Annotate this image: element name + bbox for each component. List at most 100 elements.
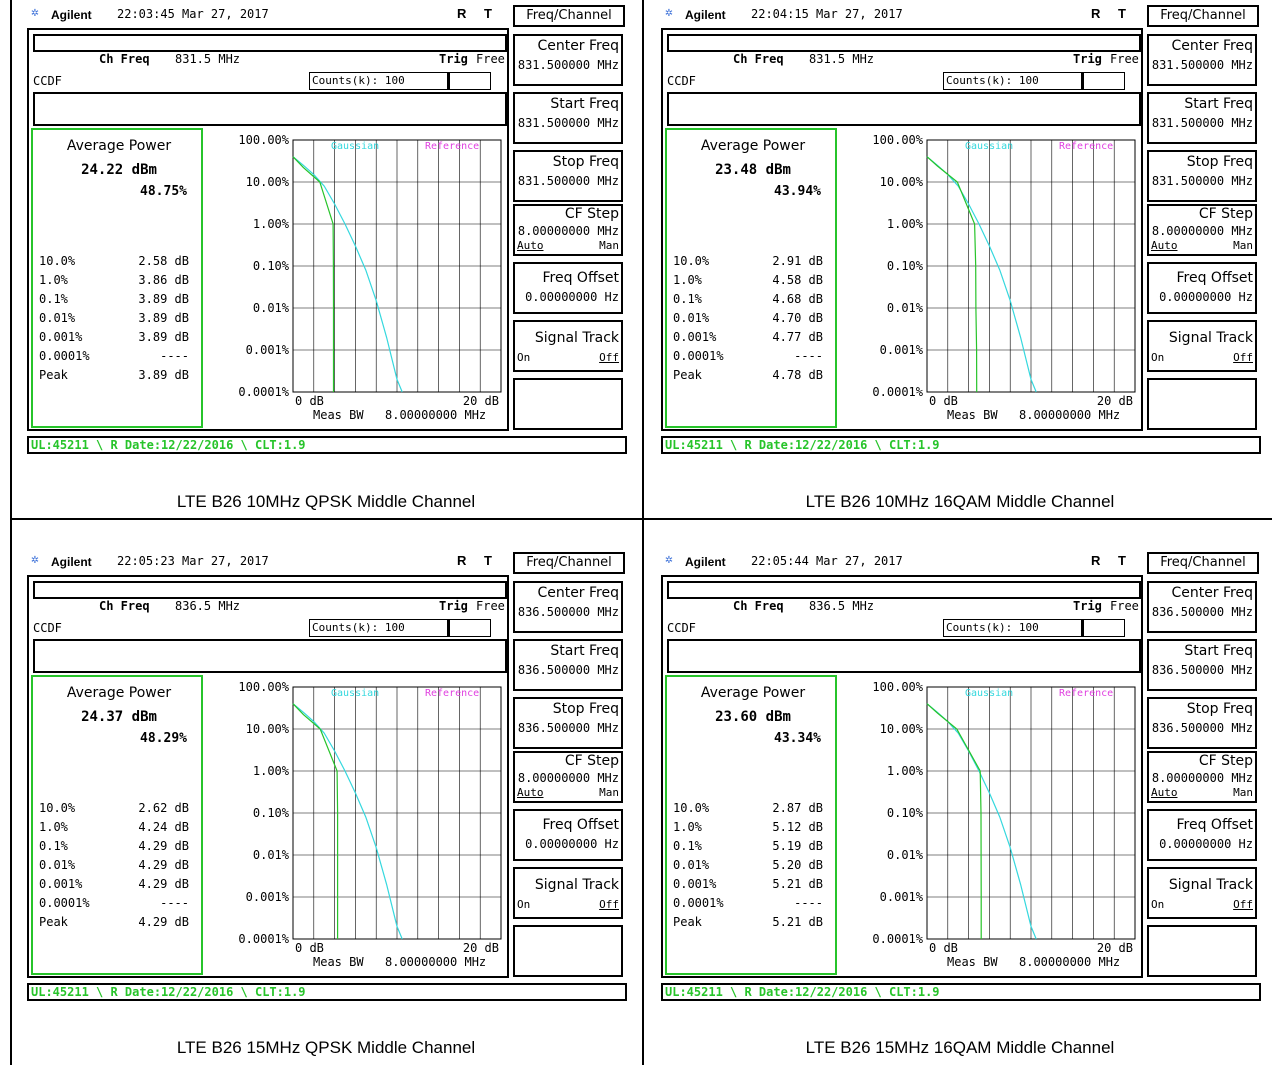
agilent-logo-icon: ✲ [665, 5, 673, 20]
softkey-value: 836.500000 MHz [1151, 605, 1253, 619]
signal-track-softkey[interactable]: Signal Track On Off [1147, 320, 1257, 372]
stat-value: 2.87 dB [772, 801, 823, 815]
legend-gaussian: Gaussian [965, 688, 1013, 699]
average-power-value: 23.48 dBm [715, 162, 791, 178]
blank-softkey[interactable] [1147, 925, 1257, 977]
cf-step-man-option[interactable]: Man [599, 786, 619, 799]
measured-curve [292, 156, 335, 392]
center-freq-softkey[interactable]: Center Freq 836.500000 MHz [513, 581, 623, 633]
signal-track-off-option[interactable]: Off [599, 351, 619, 364]
softkey-value: 831.500000 MHz [1151, 174, 1253, 188]
counts-field: Counts(k): 100 [943, 72, 1083, 90]
signal-track-softkey[interactable]: Signal Track On Off [1147, 867, 1257, 919]
cf-step-softkey[interactable]: CF Step 8.00000000 MHz Auto Man [513, 751, 623, 803]
y-tick-label: 0.0001% [872, 385, 923, 399]
signal-track-on-option[interactable]: On [1151, 351, 1165, 364]
blank-softkey[interactable] [1147, 378, 1257, 430]
softkey-value: 831.500000 MHz [1151, 58, 1253, 72]
stat-value: 3.89 dB [138, 311, 189, 325]
signal-track-on-option[interactable]: On [1151, 898, 1165, 911]
stop-freq-softkey[interactable]: Stop Freq 836.500000 MHz [513, 697, 623, 749]
stop-freq-softkey[interactable]: Stop Freq 836.500000 MHz [1147, 697, 1257, 749]
cf-step-man-option[interactable]: Man [599, 239, 619, 252]
stat-label: 0.1% [673, 839, 702, 853]
cf-step-auto-option[interactable]: Auto [517, 786, 544, 799]
softkey-label: Stop Freq [1186, 701, 1253, 717]
message-bar [667, 581, 1141, 599]
cf-step-softkey[interactable]: CF Step 8.00000000 MHz Auto Man [1147, 204, 1257, 256]
start-freq-softkey[interactable]: Start Freq 836.500000 MHz [513, 639, 623, 691]
cf-step-man-option[interactable]: Man [1233, 239, 1253, 252]
blank-softkey[interactable] [513, 378, 623, 430]
stat-label: Peak [673, 368, 702, 382]
ch-freq-value: 831.5 MHz [809, 52, 875, 66]
cf-step-auto-option[interactable]: Auto [1151, 239, 1178, 252]
frame-left-border [10, 0, 12, 1065]
start-freq-softkey[interactable]: Start Freq 836.500000 MHz [1147, 639, 1257, 691]
stat-label: 1.0% [673, 273, 702, 287]
freq-offset-softkey[interactable]: Freq Offset 0.00000000 Hz [513, 809, 623, 861]
freq-offset-softkey[interactable]: Freq Offset 0.00000000 Hz [1147, 809, 1257, 861]
ccdf-plot: 100.00% 10.00% 1.00% 0.10% 0.01% 0.001% 0.0001… [872, 680, 1136, 969]
y-tick-label: 1.00% [253, 764, 290, 778]
menu-title: Freq/Channel [513, 552, 625, 574]
average-power-value: 24.37 dBm [81, 709, 157, 725]
x-tick-label: 0 dB [295, 394, 324, 408]
softkey-label: Center Freq [1171, 38, 1253, 54]
start-freq-softkey[interactable]: Start Freq 831.500000 MHz [1147, 92, 1257, 144]
results-box: Average Power 24.22 dBm 48.75% 10.0% 2.58 dB… [31, 128, 203, 428]
signal-track-softkey[interactable]: Signal Track On Off [513, 320, 623, 372]
signal-track-off-option[interactable]: Off [599, 898, 619, 911]
cf-step-auto-option[interactable]: Auto [1151, 786, 1178, 799]
center-freq-softkey[interactable]: Center Freq 836.500000 MHz [1147, 581, 1257, 633]
stat-label: 0.001% [39, 877, 83, 891]
signal-track-on-option[interactable]: On [517, 898, 531, 911]
stat-value: ---- [160, 349, 189, 363]
trig-value: Free [476, 599, 505, 613]
center-freq-softkey[interactable]: Center Freq 831.500000 MHz [1147, 34, 1257, 86]
signal-track-on-option[interactable]: On [517, 351, 531, 364]
gaussian-curve [292, 703, 403, 940]
cf-step-man-option[interactable]: Man [1233, 786, 1253, 799]
agilent-logo-icon: ✲ [31, 552, 39, 567]
stat-label: Peak [673, 915, 702, 929]
message-bar [33, 581, 507, 599]
start-freq-softkey[interactable]: Start Freq 831.500000 MHz [513, 92, 623, 144]
remote-indicator: R [1091, 553, 1101, 568]
softkey-value: 831.500000 MHz [517, 116, 619, 130]
ccdf-plot: 100.00% 10.00% 1.00% 0.10% 0.01% 0.001% 0.0001… [872, 133, 1136, 422]
softkey-label: Center Freq [537, 585, 619, 601]
freq-offset-softkey[interactable]: Freq Offset 0.00000000 Hz [513, 262, 623, 314]
stat-value: 4.29 dB [138, 915, 189, 929]
softkey-value: 836.500000 MHz [1151, 721, 1253, 735]
x-axis-label-value: 8.00000000 MHz [1019, 955, 1120, 969]
softkey-label: Stop Freq [552, 701, 619, 717]
x-axis-label-value: 8.00000000 MHz [1019, 408, 1120, 422]
freq-offset-softkey[interactable]: Freq Offset 0.00000000 Hz [1147, 262, 1257, 314]
stat-value: 5.12 dB [772, 820, 823, 834]
legend-reference: Reference [425, 688, 479, 699]
cf-step-softkey[interactable]: CF Step 8.00000000 MHz Auto Man [1147, 751, 1257, 803]
signal-track-off-option[interactable]: Off [1233, 898, 1253, 911]
stop-freq-softkey[interactable]: Stop Freq 831.500000 MHz [513, 150, 623, 202]
signal-track-softkey[interactable]: Signal Track On Off [513, 867, 623, 919]
average-power-value: 24.22 dBm [81, 162, 157, 178]
cf-step-softkey[interactable]: CF Step 8.00000000 MHz Auto Man [513, 204, 623, 256]
cf-step-auto-option[interactable]: Auto [517, 239, 544, 252]
stop-freq-softkey[interactable]: Stop Freq 831.500000 MHz [1147, 150, 1257, 202]
y-tick-label: 100.00% [872, 133, 923, 147]
stat-value: 4.58 dB [772, 273, 823, 287]
panel-caption: LTE B26 15MHz QPSK Middle Channel [176, 1038, 476, 1057]
message-bar [667, 34, 1141, 52]
mode-label: CCDF [667, 621, 696, 635]
softkey-value: 0.00000000 Hz [525, 290, 619, 304]
blank-softkey[interactable] [513, 925, 623, 977]
x-tick-label: 20 dB [1097, 941, 1133, 955]
y-tick-label: 1.00% [887, 764, 924, 778]
center-freq-softkey[interactable]: Center Freq 831.500000 MHz [513, 34, 623, 86]
y-tick-label: 0.001% [880, 890, 924, 904]
signal-track-off-option[interactable]: Off [1233, 351, 1253, 364]
y-tick-label: 0.01% [253, 848, 290, 862]
x-axis-label: Meas BW [313, 955, 364, 969]
mode-label: CCDF [33, 74, 62, 88]
